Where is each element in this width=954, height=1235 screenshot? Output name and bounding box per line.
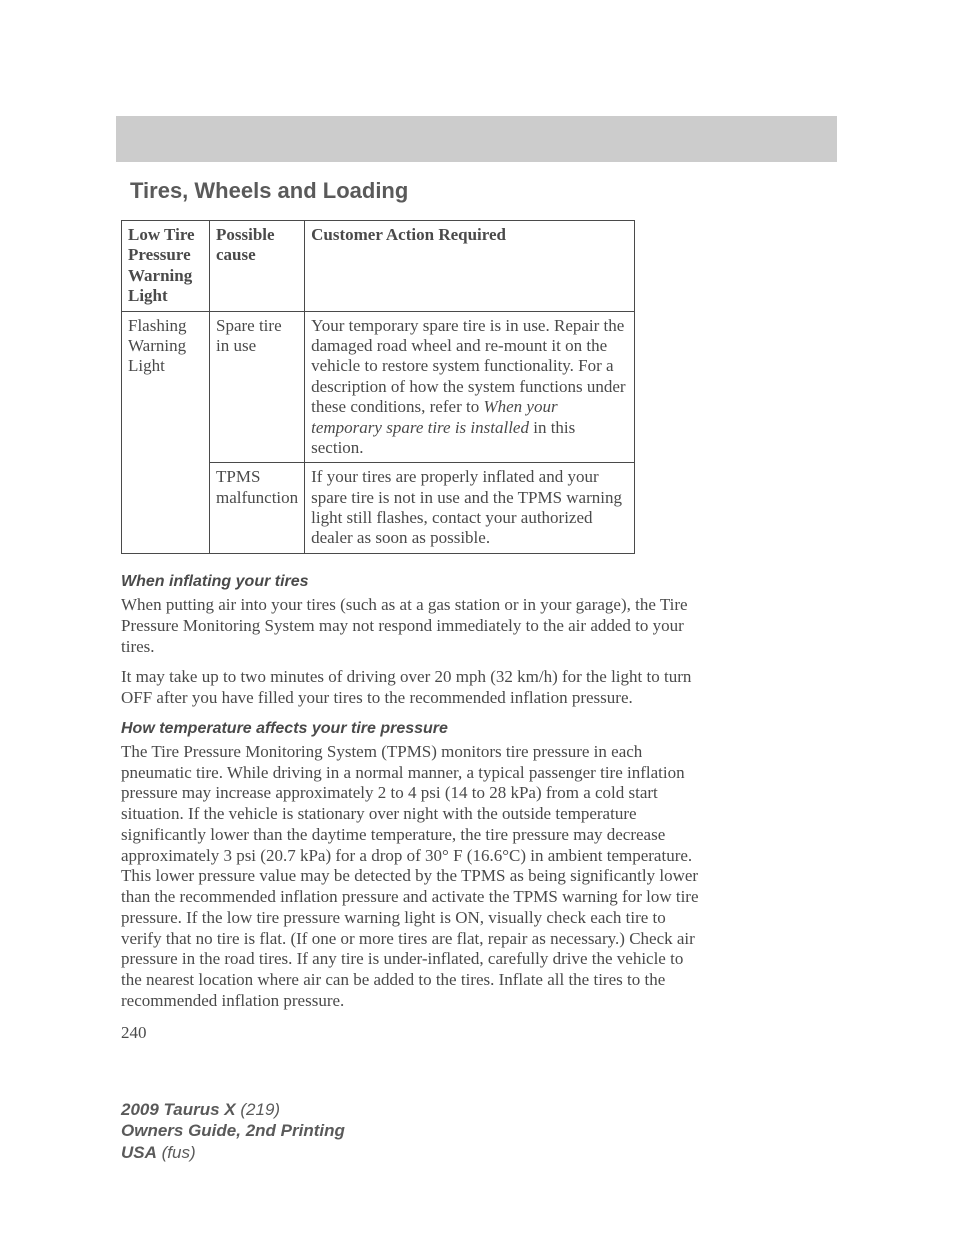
subheading-temperature: How temperature affects your tire pressu… <box>121 719 703 738</box>
th-customer-action: Customer Action Required <box>305 221 635 312</box>
th-warning-light: Low Tire Pressure Warning Light <box>122 221 210 312</box>
page-content: Low Tire Pressure Warning Light Possible… <box>121 220 703 1044</box>
paragraph: The Tire Pressure Monitoring System (TPM… <box>121 742 703 1012</box>
paragraph: It may take up to two minutes of driving… <box>121 667 703 708</box>
cell-action-spare: Your temporary spare tire is in use. Rep… <box>305 311 635 463</box>
footer-line-1: 2009 Taurus X (219) <box>121 1099 345 1120</box>
tpms-table: Low Tire Pressure Warning Light Possible… <box>121 220 635 554</box>
header-bar <box>116 116 837 162</box>
cell-cause-malfunction: TPMS malfunction <box>210 463 305 554</box>
paragraph: When putting air into your tires (such a… <box>121 595 703 657</box>
section-title: Tires, Wheels and Loading <box>130 178 408 204</box>
footer-fus: (fus) <box>157 1143 196 1162</box>
subheading-inflating: When inflating your tires <box>121 572 703 591</box>
footer-region: USA <box>121 1143 157 1162</box>
table-header-row: Low Tire Pressure Warning Light Possible… <box>122 221 635 312</box>
page-footer: 2009 Taurus X (219) Owners Guide, 2nd Pr… <box>121 1099 345 1163</box>
cell-cause-spare: Spare tire in use <box>210 311 305 463</box>
footer-vehicle: 2009 Taurus X <box>121 1100 236 1119</box>
cell-light-status: Flashing Warning Light <box>122 311 210 553</box>
footer-guide: Owners Guide, 2nd Printing <box>121 1120 345 1141</box>
th-possible-cause: Possible cause <box>210 221 305 312</box>
cell-action-malfunction: If your tires are properly inflated and … <box>305 463 635 554</box>
action-text-pre: Your temporary spare tire is in use. Rep… <box>311 316 625 417</box>
footer-code: (219) <box>236 1100 280 1119</box>
table-row: Flashing Warning Light Spare tire in use… <box>122 311 635 463</box>
footer-line-3: USA (fus) <box>121 1142 345 1163</box>
page-number: 240 <box>121 1023 703 1043</box>
